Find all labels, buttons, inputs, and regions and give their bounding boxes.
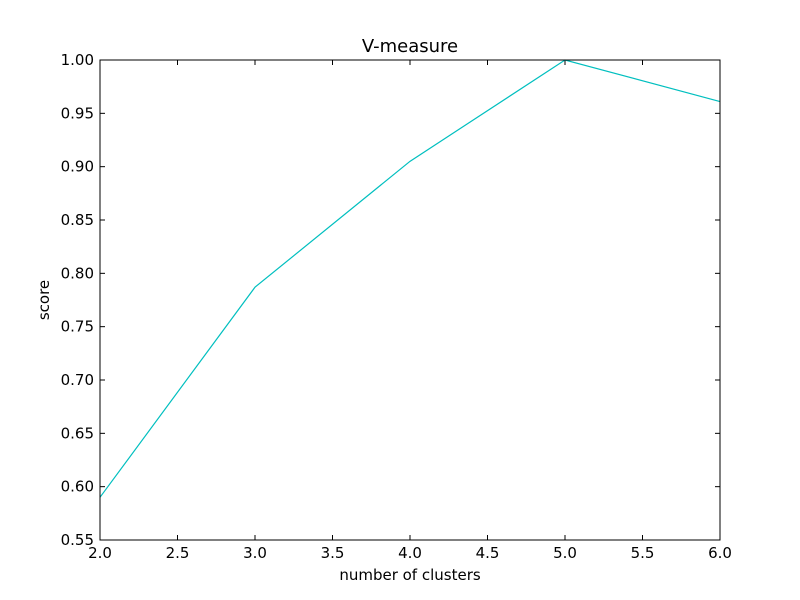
y-tick-label: 0.60	[61, 478, 94, 496]
axis-ticks: 2.0 2.5 3.0 3.5 4.0 4.5 5.0 5.5 6.0 0.55 0.60 0.65 0…	[61, 51, 732, 562]
x-tick-label: 3.0	[243, 544, 267, 562]
chart-title: V-measure	[362, 36, 458, 57]
x-tick-label: 2.5	[166, 544, 190, 562]
y-tick-label: 0.90	[61, 158, 94, 176]
y-tick-label: 0.80	[61, 264, 94, 282]
x-axis-label: number of clusters	[339, 566, 481, 584]
y-tick-label: 0.65	[61, 424, 94, 442]
y-tick-label: 0.55	[61, 531, 94, 549]
x-tick-label: 5.0	[553, 544, 577, 562]
y-tick-label: 0.75	[61, 318, 94, 336]
x-tick-label: 4.0	[398, 544, 422, 562]
y-tick-label: 0.70	[61, 371, 94, 389]
y-tick-label: 0.85	[61, 211, 94, 229]
plot-frame	[99, 59, 721, 541]
plot-area	[99, 59, 721, 498]
x-tick-label: 6.0	[708, 544, 732, 562]
y-tick-label: 1.00	[61, 51, 94, 69]
x-tick-label: 5.5	[631, 544, 655, 562]
y-axis-label: score	[35, 280, 53, 320]
y-tick-label: 0.95	[61, 104, 94, 122]
x-tick-label: 2.0	[88, 544, 112, 562]
x-tick-label: 4.5	[476, 544, 500, 562]
x-tick-label: 3.5	[321, 544, 345, 562]
series-line	[99, 59, 721, 498]
